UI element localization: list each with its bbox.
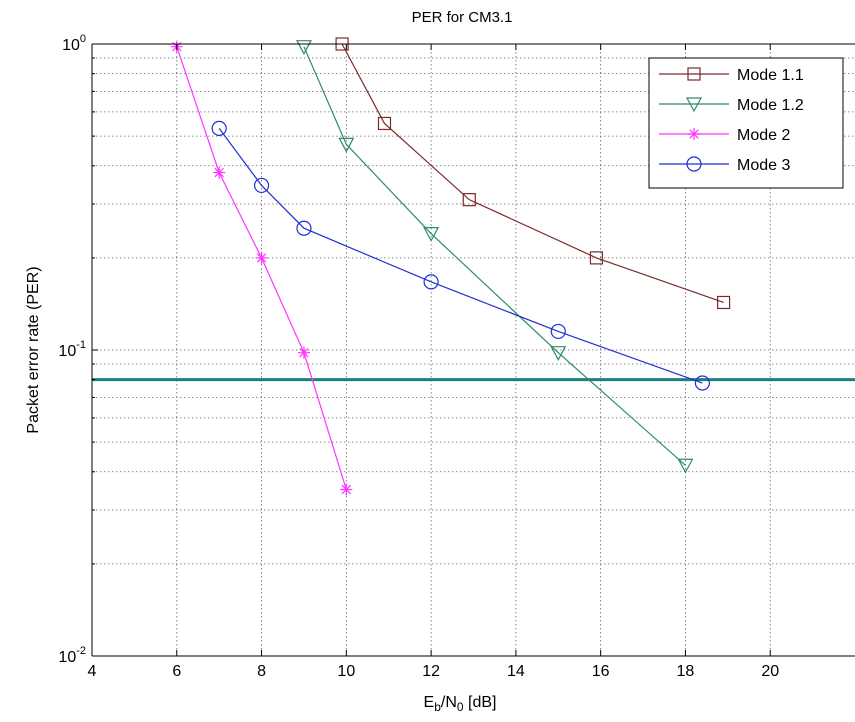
series-4 <box>211 120 711 391</box>
data-point <box>550 346 567 361</box>
x-label-sub1: b <box>434 700 441 714</box>
y-tick-base: 10 <box>62 37 80 54</box>
series-line <box>341 43 724 304</box>
legend-entry: Mode 1.2 <box>659 97 804 114</box>
data-point <box>423 227 440 242</box>
x-label-sub2: 0 <box>457 700 464 714</box>
series-2 <box>295 40 694 474</box>
data-point <box>338 137 355 153</box>
series-3 <box>170 40 353 496</box>
data-point <box>694 375 711 391</box>
data-point <box>211 120 227 136</box>
x-tick-label: 16 <box>592 663 610 680</box>
legend-label: Mode 1.2 <box>737 97 804 114</box>
y-tick-label: 100 <box>62 33 86 54</box>
y-axis-label: Packet error rate (PER) <box>25 266 42 433</box>
x-label-main: E <box>424 694 435 711</box>
legend-marker <box>687 67 701 81</box>
y-tick-base: 10 <box>58 649 76 666</box>
x-tick-label: 10 <box>337 663 355 680</box>
x-tick-label: 4 <box>88 663 97 680</box>
data-point <box>297 346 310 359</box>
data-point <box>377 116 392 131</box>
data-point <box>253 177 270 194</box>
legend: Mode 1.1 Mode 1.2 Mode 2 Mode 3 <box>648 57 844 189</box>
legend-entry: Mode 3 <box>659 156 790 174</box>
data-point <box>462 193 476 207</box>
legend-label: Mode 3 <box>737 157 790 174</box>
series-line <box>218 128 703 384</box>
x-label-tail: [dB] <box>464 694 497 711</box>
y-tick-exponent: -2 <box>76 645 86 657</box>
chart-title: PER for CM3.1 <box>412 9 513 26</box>
legend-marker <box>686 156 702 172</box>
y-tick-label: 10-1 <box>58 339 86 360</box>
legend-label: Mode 1.1 <box>737 67 804 84</box>
x-axis-label: Eb/N0 [dB] <box>424 694 497 714</box>
data-point <box>340 483 353 496</box>
legend-items: Mode 1.1 Mode 1.2 Mode 2 Mode 3 <box>659 67 804 174</box>
grid-lines <box>92 44 855 656</box>
series-line <box>303 46 686 466</box>
y-tick-exponent: 0 <box>80 33 86 45</box>
data-point <box>423 274 439 290</box>
series-layer <box>170 37 731 496</box>
data-point <box>255 251 268 264</box>
legend-entry: Mode 1.1 <box>659 67 804 84</box>
legend-box <box>648 57 844 189</box>
x-tick-label: 12 <box>422 663 440 680</box>
data-point <box>213 166 226 179</box>
legend-label: Mode 2 <box>737 127 790 144</box>
y-tick-exponent: -1 <box>76 339 86 351</box>
data-point <box>589 251 604 265</box>
legend-marker <box>685 97 703 113</box>
axes <box>91 43 855 657</box>
data-point <box>296 220 312 236</box>
y-tick-base: 10 <box>58 343 76 360</box>
data-point <box>550 323 566 340</box>
x-tick-label: 6 <box>172 663 181 680</box>
legend-entry: Mode 2 <box>659 127 790 144</box>
x-tick-label: 14 <box>507 663 525 680</box>
data-point <box>677 458 694 474</box>
legend-marker <box>688 128 700 140</box>
x-label-mid: /N <box>441 694 457 711</box>
data-point <box>295 40 312 55</box>
x-tick-label: 8 <box>257 663 266 680</box>
x-tick-label: 18 <box>677 663 695 680</box>
y-tick-label: 10-2 <box>58 645 86 666</box>
x-tick-label: 20 <box>761 663 779 680</box>
data-point <box>716 295 731 310</box>
